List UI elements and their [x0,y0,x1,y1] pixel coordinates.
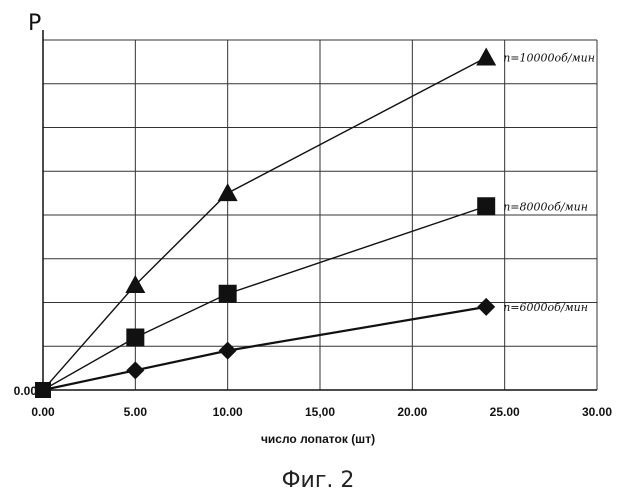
data-point [217,183,238,202]
x-tick-labels: 0.00 5.00 10.00 15,00 20.00 25.00 30.00 [31,405,612,419]
series-lines [42,56,487,392]
x-tick-label: 15,00 [305,405,335,419]
x-tick-label: 20.00 [397,405,427,419]
grid [43,39,598,390]
data-point [477,297,496,316]
x-tick-label: 10.00 [213,405,243,419]
series-markers [35,47,497,398]
x-tick-label: 25.00 [490,405,520,419]
series-label: n=6000об/мин [503,301,588,314]
x-tick-label: 0.00 [31,405,55,419]
y-axis-label: P [28,11,41,36]
data-point [125,275,146,293]
data-point [126,361,145,380]
data-point [35,382,51,398]
y-tick-labels: 0.00 [14,384,38,398]
figure-caption: Фиг. 2 [282,468,355,493]
series-line [42,205,487,391]
series-label: n=8000об/мин [503,200,588,213]
series-label: n=10000об/мин [503,52,595,65]
x-tick-label: 5.00 [124,405,148,419]
axes [42,30,597,391]
data-point [126,328,145,347]
series-line [42,305,487,392]
series-line [42,56,487,391]
data-point [477,197,496,216]
data-point [218,284,237,303]
y-tick-label: 0.00 [14,384,38,398]
data-point [476,47,497,66]
data-point [218,341,237,360]
x-axis-label: число лопаток (шт) [261,432,375,446]
series-labels: n=10000об/мин n=8000об/мин n=6000об/мин [503,52,595,314]
x-tick-label: 30.00 [582,405,612,419]
